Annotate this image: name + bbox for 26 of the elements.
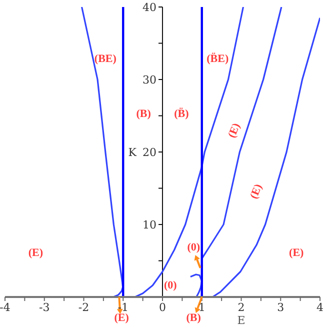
annotation: (E) (226, 121, 243, 140)
y-axis-title: K (128, 146, 138, 159)
annotation: (E) (248, 182, 265, 201)
text: (E) (114, 312, 130, 324)
annotation: (0) (164, 280, 178, 292)
x-tick-label: -4 (0, 300, 10, 314)
annotation: (E) (28, 247, 44, 260)
x-tick-label: 3 (277, 300, 284, 314)
y-tick-label: 10 (142, 218, 156, 232)
x-tick-label: -3 (39, 300, 50, 314)
annotation: (B̈) (174, 107, 190, 120)
x-axis-title: E (237, 314, 246, 327)
x-tick-label: 0 (159, 300, 166, 314)
text: (B) (186, 312, 202, 324)
annotation: (0) (187, 241, 200, 254)
x-tick-label: 1 (198, 300, 206, 314)
y-tick-label: 20 (142, 146, 156, 159)
annotation: (BE) (94, 52, 117, 65)
annotation: (B) (136, 108, 152, 120)
y-tick-label: 30 (142, 74, 156, 86)
annotation: (B̈E) (206, 52, 229, 65)
x-tick-label: 2 (238, 300, 245, 314)
y-tick-label: 40 (142, 1, 156, 14)
x-tick-label: 4 (316, 300, 324, 314)
annotation: (E) (289, 247, 304, 260)
x-tick-label: -2 (78, 300, 90, 314)
